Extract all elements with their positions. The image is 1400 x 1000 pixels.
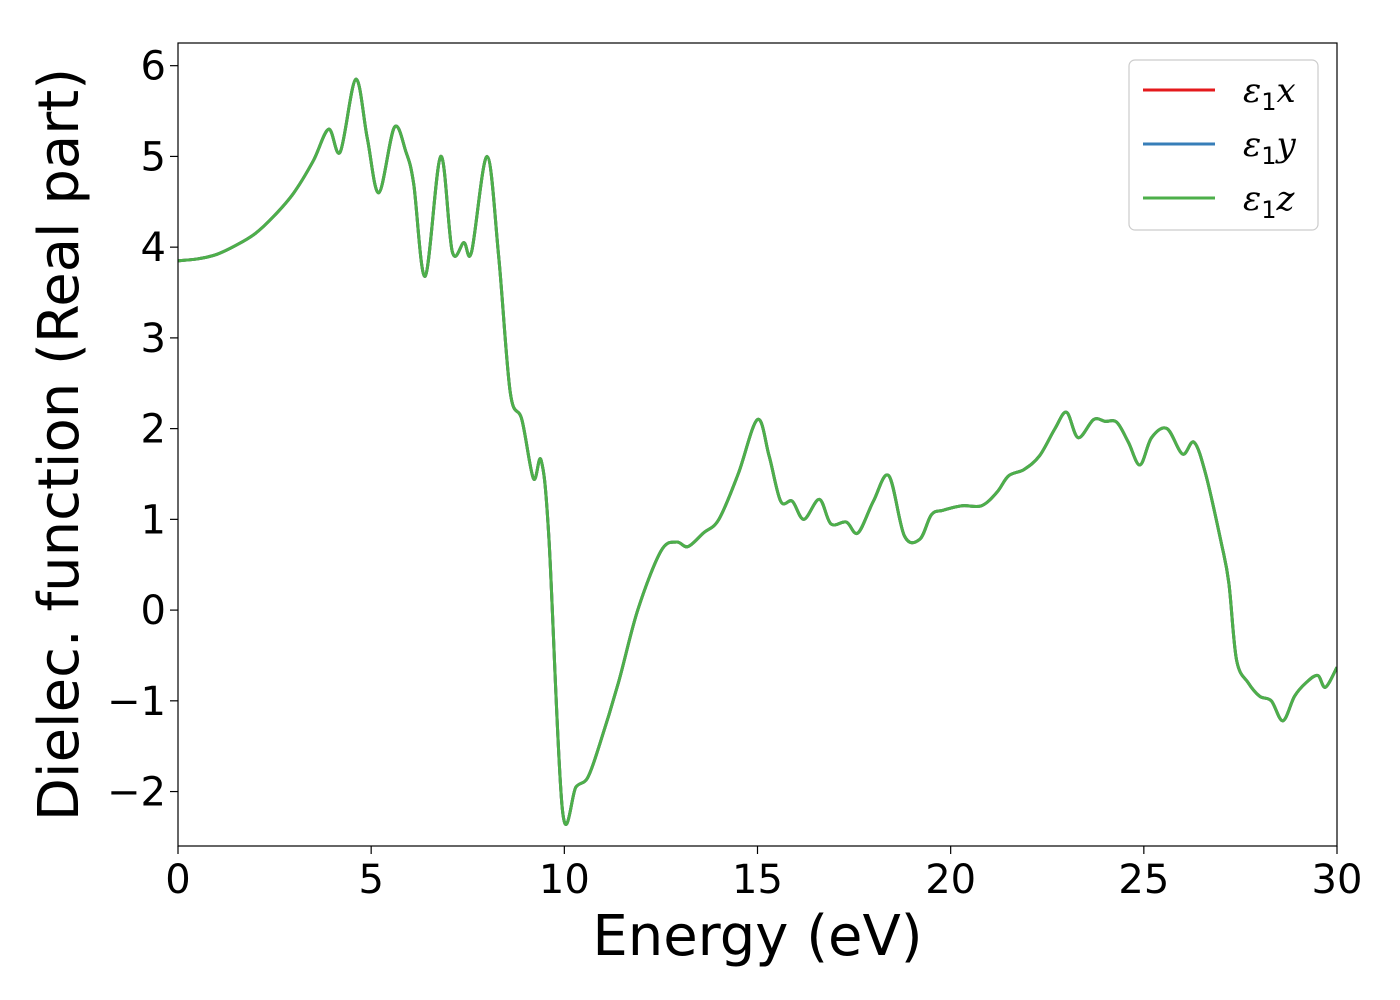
y-tick-label: 3 xyxy=(141,316,166,362)
x-tick-label: 20 xyxy=(925,857,976,903)
y-tick-label: 0 xyxy=(141,588,166,634)
legend: ε1x ε1y ε1z xyxy=(1128,59,1319,231)
x-tick-label: 10 xyxy=(539,857,590,903)
x-axis-ticks: 0 5 10 15 20 25 30 xyxy=(165,846,1362,903)
x-tick-label: 25 xyxy=(1118,857,1169,903)
legend-entry: ε1x xyxy=(1243,71,1296,116)
x-tick-label: 0 xyxy=(165,857,190,903)
series-layer xyxy=(178,77,1337,826)
x-tick-label: 5 xyxy=(358,857,383,903)
y-tick-label: 1 xyxy=(141,497,166,543)
y-tick-label: 2 xyxy=(141,407,166,453)
x-axis-label: Energy (eV) xyxy=(592,904,922,969)
legend-entry: ε1y xyxy=(1243,125,1297,170)
y-axis-ticks: −2 −1 0 1 2 3 4 5 6 xyxy=(107,44,178,816)
legend-box xyxy=(1128,59,1319,231)
y-tick-label: 6 xyxy=(141,44,166,90)
x-tick-label: 15 xyxy=(732,857,783,903)
y-tick-label: 4 xyxy=(141,225,166,271)
x-tick-label: 30 xyxy=(1312,857,1363,903)
y-axis-label: Dielec. function (Real part) xyxy=(27,68,92,821)
y-tick-label: −1 xyxy=(107,679,166,725)
y-tick-label: −2 xyxy=(107,770,166,816)
legend-entry: ε1z xyxy=(1243,179,1296,224)
series-line-2 xyxy=(178,77,1337,826)
y-tick-label: 5 xyxy=(141,134,166,180)
